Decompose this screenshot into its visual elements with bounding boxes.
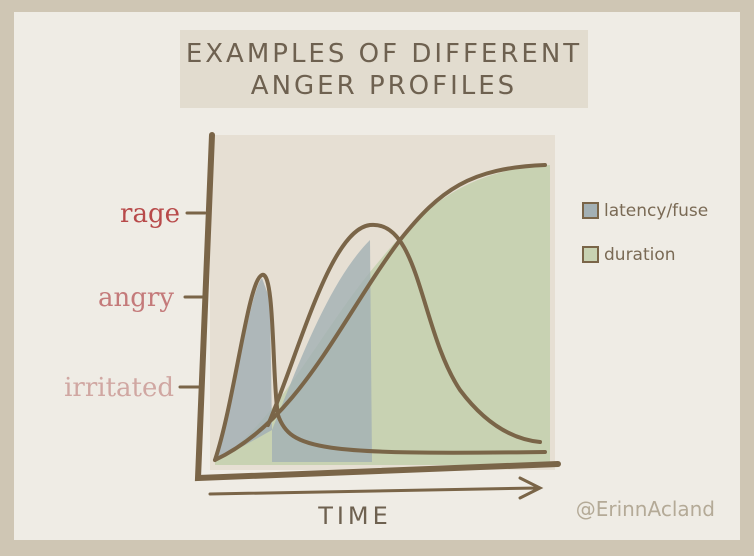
- x-label: TIME: [317, 502, 392, 530]
- level-label: angry: [98, 283, 174, 313]
- legend-swatch: [582, 246, 599, 263]
- curve: [213, 163, 547, 462]
- axes: [194, 132, 561, 482]
- latency-area: [272, 240, 372, 462]
- legend-swatch: [582, 202, 599, 219]
- legend-label: latency/fuse: [604, 201, 708, 221]
- title-line: ANGER PROFILES: [251, 71, 517, 101]
- time-arrow: [208, 476, 544, 500]
- title-line: EXAMPLES OF DIFFERENT: [186, 39, 582, 69]
- level-label: rage: [120, 199, 180, 229]
- latency-area: [215, 278, 272, 462]
- curve: [213, 272, 547, 462]
- level-label: irritated: [64, 373, 174, 403]
- legend-label: duration: [604, 245, 676, 265]
- title-box: [180, 30, 588, 108]
- credit: @ErinnAcland: [576, 497, 715, 521]
- curve: [266, 222, 542, 444]
